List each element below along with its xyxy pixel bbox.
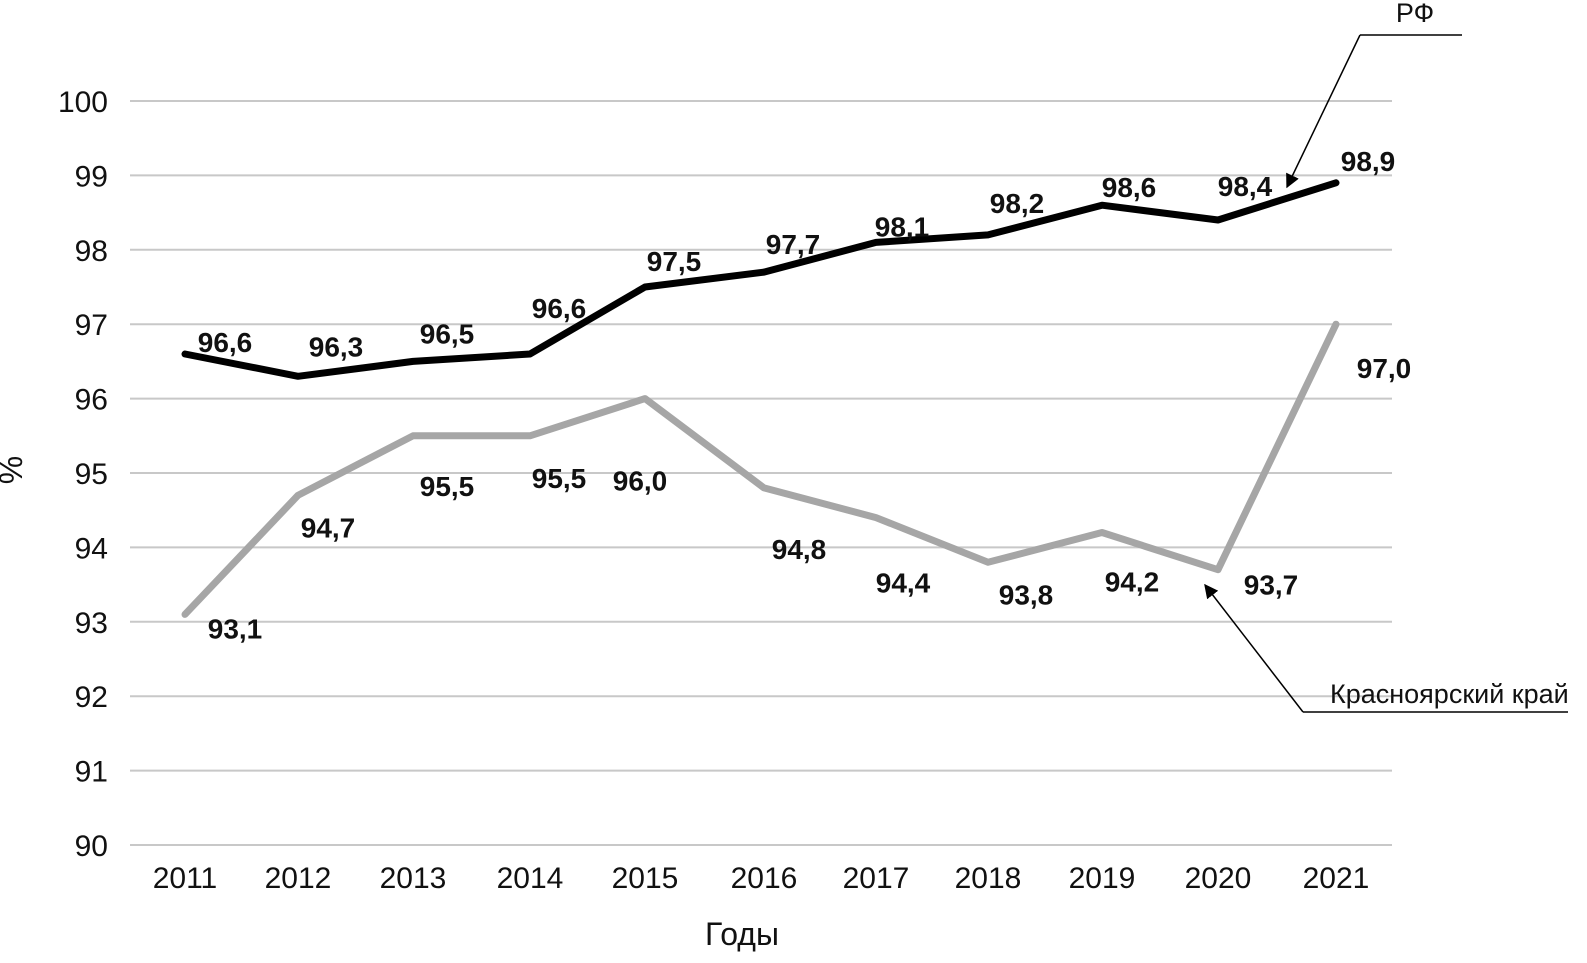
x-tick-label: 2019 [1069,862,1136,895]
y-tick-label: 95 [75,458,108,491]
x-tick-label: 2012 [265,862,332,895]
y-tick-label: 96 [75,384,108,417]
data-label: 96,5 [420,318,475,349]
data-label: 93,7 [1244,570,1299,601]
y-tick-label: 100 [58,86,108,119]
y-tick-label: 93 [75,607,108,640]
data-label: 98,6 [1102,172,1157,203]
data-label: 98,2 [990,188,1045,219]
data-label: 95,5 [532,463,587,494]
x-tick-label: 2011 [153,862,218,895]
y-tick-label: 92 [75,681,108,714]
y-tick-label: 91 [75,756,108,789]
x-tick-label: 2020 [1185,862,1252,895]
y-tick-label: 90 [75,830,108,863]
x-tick-label: 2013 [380,862,447,895]
data-label: 96,3 [309,331,364,362]
data-label: 96,6 [532,293,587,324]
x-tick-label: 2014 [497,862,564,895]
x-axis-title: Годы [705,916,779,952]
data-label: 93,8 [999,579,1054,610]
y-tick-label: 99 [75,160,108,193]
y-axis-title: % [0,456,29,484]
legend-rf: РФ [1286,0,1462,189]
y-tick-label: 94 [75,532,108,565]
y-tick-label: 97 [75,309,108,342]
data-label: 96,0 [613,466,668,497]
data-label: 96,6 [198,327,253,358]
data-label: 97,7 [766,229,821,260]
data-label: 98,1 [875,211,930,242]
x-tick-label: 2017 [843,862,910,895]
x-tick-label: 2018 [955,862,1022,895]
x-tick-label: 2015 [612,862,679,895]
data-label: 98,4 [1218,171,1273,202]
data-label: 94,8 [772,534,827,565]
data-label: 97,5 [647,246,702,277]
legend-rf-label: РФ [1396,0,1434,28]
series-line-rf [181,179,1340,380]
data-label: 98,9 [1341,146,1396,177]
data-label: 94,2 [1105,567,1160,598]
data-label: 94,4 [876,568,931,599]
y-tick-label: 98 [75,235,108,268]
data-label: 93,1 [208,613,263,644]
x-tick-label: 2021 [1303,862,1370,895]
series-line-krasnoyarsk [181,320,1340,618]
legend-krasnoyarsk-arrow [1204,583,1304,713]
data-label: 94,7 [301,512,356,543]
data-label: 97,0 [1357,353,1412,384]
legend-krasnoyarsk: Красноярский край [1204,583,1569,713]
legend-krasnoyarsk-label: Красноярский край [1330,679,1569,709]
legend-rf-arrow [1286,34,1361,189]
x-tick-label: 2016 [731,862,798,895]
data-label: 95,5 [420,471,475,502]
